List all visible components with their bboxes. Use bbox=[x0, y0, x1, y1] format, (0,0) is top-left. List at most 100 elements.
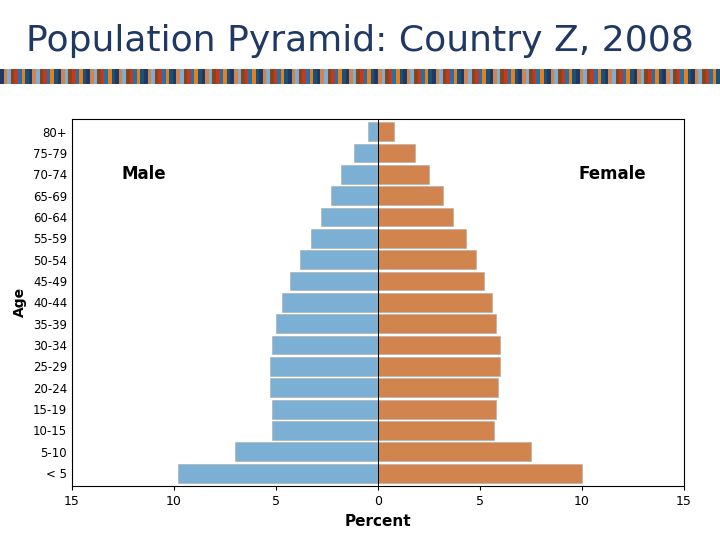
Bar bbox=[450, 69, 454, 84]
Bar bbox=[389, 69, 392, 84]
Bar bbox=[594, 69, 598, 84]
Bar bbox=[378, 229, 466, 248]
Bar bbox=[464, 69, 468, 84]
Bar bbox=[569, 69, 572, 84]
Bar bbox=[504, 69, 508, 84]
Bar bbox=[144, 69, 148, 84]
Bar bbox=[482, 69, 486, 84]
Bar bbox=[558, 69, 562, 84]
Bar bbox=[544, 69, 547, 84]
Bar bbox=[354, 144, 378, 163]
Bar bbox=[396, 69, 400, 84]
Bar bbox=[533, 69, 536, 84]
Bar bbox=[209, 69, 212, 84]
Bar bbox=[378, 207, 454, 226]
Bar bbox=[623, 69, 626, 84]
Bar bbox=[698, 69, 702, 84]
Bar bbox=[220, 69, 223, 84]
Bar bbox=[281, 69, 284, 84]
Bar bbox=[14, 69, 18, 84]
Bar bbox=[50, 69, 54, 84]
Bar bbox=[90, 69, 94, 84]
Bar bbox=[101, 69, 104, 84]
Bar bbox=[378, 379, 498, 397]
Bar bbox=[54, 69, 58, 84]
Bar bbox=[378, 69, 382, 84]
Bar bbox=[68, 69, 72, 84]
Bar bbox=[515, 69, 518, 84]
Bar bbox=[691, 69, 695, 84]
Bar bbox=[414, 69, 418, 84]
Bar bbox=[277, 69, 281, 84]
Bar bbox=[155, 69, 158, 84]
Bar bbox=[371, 69, 374, 84]
Bar bbox=[673, 69, 677, 84]
Bar bbox=[472, 69, 475, 84]
Bar bbox=[169, 69, 173, 84]
Bar bbox=[457, 69, 461, 84]
Bar bbox=[300, 251, 378, 269]
Bar bbox=[292, 69, 295, 84]
Bar bbox=[590, 69, 594, 84]
Bar bbox=[194, 69, 198, 84]
Bar bbox=[378, 400, 496, 419]
Bar bbox=[547, 69, 551, 84]
Bar bbox=[276, 314, 378, 333]
Bar bbox=[497, 69, 500, 84]
Bar bbox=[425, 69, 428, 84]
Bar bbox=[342, 69, 346, 84]
Bar bbox=[270, 69, 274, 84]
Bar bbox=[529, 69, 533, 84]
Bar bbox=[378, 272, 484, 291]
Bar bbox=[378, 251, 476, 269]
Bar bbox=[36, 69, 40, 84]
Bar bbox=[511, 69, 515, 84]
Bar bbox=[680, 69, 684, 84]
Bar bbox=[374, 69, 378, 84]
Bar bbox=[479, 69, 482, 84]
Bar bbox=[378, 464, 582, 483]
Bar bbox=[310, 69, 313, 84]
Bar bbox=[290, 272, 378, 291]
Bar bbox=[630, 69, 634, 84]
Bar bbox=[695, 69, 698, 84]
Bar bbox=[580, 69, 583, 84]
Bar bbox=[0, 69, 4, 84]
Bar bbox=[274, 69, 277, 84]
Bar bbox=[328, 69, 331, 84]
Bar bbox=[241, 69, 245, 84]
Bar bbox=[378, 186, 444, 205]
Bar bbox=[22, 69, 25, 84]
Bar bbox=[655, 69, 659, 84]
Bar bbox=[608, 69, 612, 84]
Bar bbox=[562, 69, 565, 84]
Bar bbox=[198, 69, 202, 84]
Bar bbox=[659, 69, 662, 84]
Bar bbox=[295, 69, 299, 84]
Bar bbox=[475, 69, 479, 84]
Bar bbox=[321, 207, 378, 226]
Bar bbox=[612, 69, 616, 84]
X-axis label: Percent: Percent bbox=[345, 514, 411, 529]
Bar bbox=[313, 69, 317, 84]
Bar bbox=[637, 69, 641, 84]
Bar bbox=[626, 69, 630, 84]
Bar bbox=[378, 421, 494, 440]
Bar bbox=[166, 69, 169, 84]
Bar bbox=[158, 69, 162, 84]
Bar bbox=[616, 69, 619, 84]
Bar bbox=[468, 69, 472, 84]
Bar bbox=[18, 69, 22, 84]
Bar bbox=[368, 122, 378, 141]
Bar bbox=[587, 69, 590, 84]
Bar bbox=[227, 69, 230, 84]
Bar bbox=[461, 69, 464, 84]
Bar bbox=[540, 69, 544, 84]
Bar bbox=[641, 69, 644, 84]
Bar bbox=[522, 69, 526, 84]
Bar bbox=[378, 122, 395, 141]
Bar bbox=[29, 69, 32, 84]
Bar bbox=[284, 69, 288, 84]
Bar bbox=[43, 69, 47, 84]
Bar bbox=[282, 293, 378, 312]
